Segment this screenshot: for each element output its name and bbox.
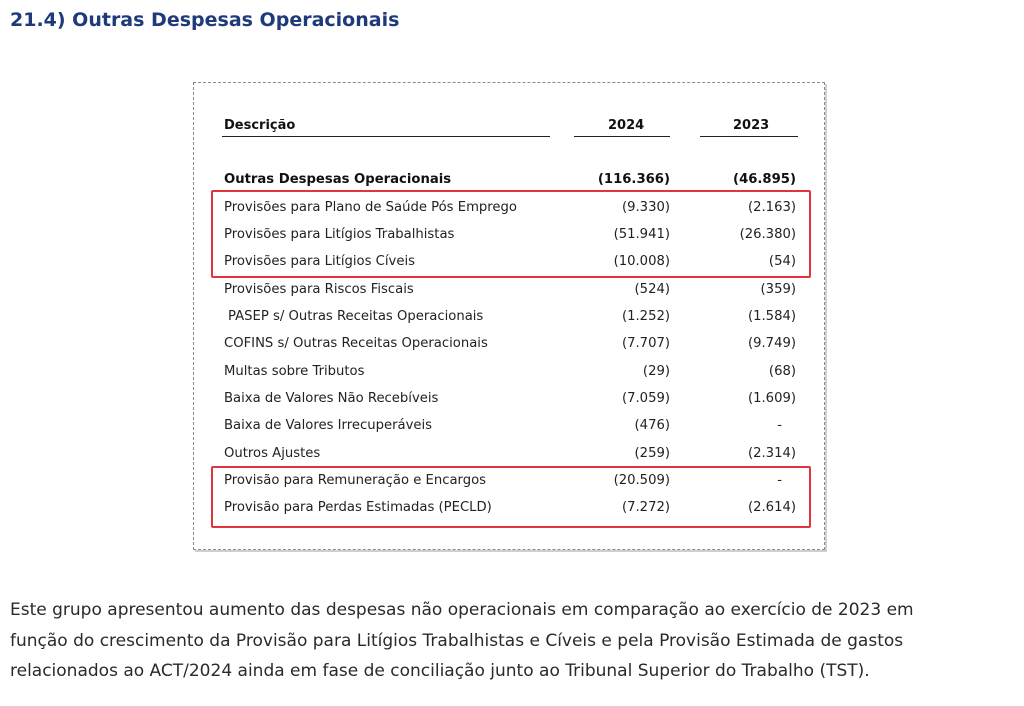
section-heading: 21.4) Outras Despesas Operacionais [10, 9, 400, 31]
row-value-2024: (524) [634, 282, 670, 297]
row-value-2023: (1.609) [747, 391, 796, 406]
row-label: COFINS s/ Outras Receitas Operacionais [224, 336, 488, 351]
row-value-2023: (2.614) [747, 500, 796, 515]
row-value-2024: (20.509) [613, 473, 670, 488]
column-header-2023: 2023 [733, 118, 770, 133]
paragraph-line: Este grupo apresentou aumento das despes… [10, 600, 914, 620]
highlight-box-provisoes [211, 466, 811, 528]
row-label: Provisões para Litígios Trabalhistas [224, 227, 455, 242]
table-row: Outros Ajustes (259) (2.314) [224, 446, 796, 473]
row-value-2024: (476) [634, 418, 670, 433]
row-value-2024: (259) [634, 446, 670, 461]
row-label: Provisões para Plano de Saúde Pós Empreg… [224, 200, 517, 215]
row-value-2023: (68) [768, 364, 796, 379]
row-value-2023: (26.380) [739, 227, 796, 242]
row-value-2023: - [777, 473, 782, 488]
highlight-box-litigios [211, 190, 811, 278]
table-row: Provisões para Litígios Trabalhistas (51… [224, 227, 796, 254]
row-value-2024: (10.008) [613, 254, 670, 269]
table-row: Provisões para Riscos Fiscais (524) (359… [224, 282, 796, 309]
row-label: Baixa de Valores Não Recebíveis [224, 391, 439, 406]
row-value-2024: (51.941) [613, 227, 670, 242]
row-value-2024: (116.366) [597, 172, 670, 187]
table-row-total: Outras Despesas Operacionais (116.366) (… [224, 172, 796, 199]
header-underline-2023 [700, 136, 798, 137]
header-underline-2024 [574, 136, 670, 137]
row-label: Multas sobre Tributos [224, 364, 365, 379]
row-value-2023: (2.314) [747, 446, 796, 461]
column-header-description: Descrição [224, 118, 296, 133]
table-row: Provisões para Litígios Cíveis (10.008) … [224, 254, 796, 281]
row-value-2023: (1.584) [747, 309, 796, 324]
row-value-2023: (359) [760, 282, 796, 297]
table-row: PASEP s/ Outras Receitas Operacionais (1… [224, 309, 796, 336]
row-value-2024: (29) [642, 364, 670, 379]
row-value-2023: (46.895) [733, 172, 796, 187]
table-row: Baixa de Valores Irrecuperáveis (476) - [224, 418, 796, 445]
row-label: Provisão para Remuneração e Encargos [224, 473, 487, 488]
table-row: Provisão para Perdas Estimadas (PECLD) (… [224, 500, 796, 527]
paragraph-line: relacionados ao ACT/2024 ainda em fase d… [10, 661, 870, 681]
table-row: Provisões para Plano de Saúde Pós Empreg… [224, 200, 796, 227]
row-value-2024: (7.059) [621, 391, 670, 406]
row-label: Outros Ajustes [224, 446, 321, 461]
row-label: Provisões para Litígios Cíveis [224, 254, 415, 269]
table-row: Provisão para Remuneração e Encargos (20… [224, 473, 796, 500]
row-label: Baixa de Valores Irrecuperáveis [224, 418, 433, 433]
table-row: COFINS s/ Outras Receitas Operacionais (… [224, 336, 796, 363]
column-header-2024: 2024 [608, 118, 645, 133]
row-value-2023: - [777, 418, 782, 433]
paragraph-line: função do crescimento da Provisão para L… [10, 630, 904, 651]
table-row: Multas sobre Tributos (29) (68) [224, 364, 796, 391]
row-label: Outras Despesas Operacionais [224, 172, 452, 187]
header-underline-description [222, 136, 550, 137]
row-label: PASEP s/ Outras Receitas Operacionais [228, 309, 484, 324]
row-value-2024: (7.707) [621, 336, 670, 351]
table-frame [193, 82, 825, 550]
row-value-2024: (1.252) [621, 309, 670, 324]
explanatory-paragraph: Este grupo apresentou aumento das despes… [10, 595, 1010, 687]
row-value-2023: (2.163) [747, 200, 796, 215]
row-label: Provisão para Perdas Estimadas (PECLD) [224, 500, 492, 515]
row-value-2023: (9.749) [747, 336, 796, 351]
row-label: Provisões para Riscos Fiscais [224, 282, 414, 297]
table-row: Baixa de Valores Não Recebíveis (7.059) … [224, 391, 796, 418]
row-value-2024: (9.330) [621, 200, 670, 215]
row-value-2023: (54) [768, 254, 796, 269]
row-value-2024: (7.272) [621, 500, 670, 515]
